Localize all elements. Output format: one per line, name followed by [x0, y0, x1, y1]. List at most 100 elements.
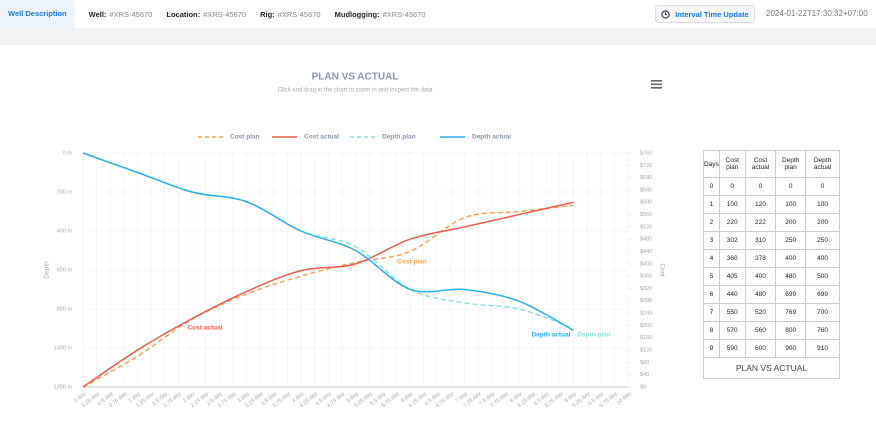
table-cell: 200 [805, 213, 840, 232]
table-cell: 699 [775, 285, 807, 304]
field-label: Mudlogging: [334, 9, 380, 19]
table-row: 1 100 120 100 100 [703, 195, 840, 214]
field: Well: #XRS-45670 [89, 10, 153, 19]
table-cell: 378 [744, 249, 777, 268]
top-bar: Well Description Well: #XRS-45670 Locatio… [0, 0, 876, 28]
y2-tick-label: $360 [640, 274, 652, 280]
chart-title: PLAN VS ACTUAL [312, 72, 399, 83]
table-cell: 100 [805, 195, 840, 214]
y2-tick-label: $320 [640, 286, 652, 292]
table-cell: 769 [775, 303, 807, 322]
field-value: #XRS-45670 [382, 9, 426, 19]
table-caption-row: PLAN VS ACTUAL [703, 357, 840, 379]
legend-label: Depth actual [472, 134, 511, 141]
field-value: #XRS-45670 [203, 9, 247, 19]
table-cell: 1 [703, 195, 720, 214]
menu-icon[interactable] [651, 80, 662, 89]
y-tick-label: 200 m [57, 189, 73, 195]
field-label: Well: [88, 9, 107, 19]
series-line [82, 201, 574, 388]
button-label: Interval Time Update [675, 9, 749, 19]
y2-tick-label: $560 [640, 212, 652, 218]
table-cell: 8 [703, 321, 720, 340]
table-cell: 405 [718, 267, 746, 286]
y2-axis-title: Cost [658, 263, 665, 277]
table-cell: 480 [744, 285, 777, 304]
table-cell: 440 [718, 285, 746, 304]
table-cell: 0 [744, 177, 777, 196]
table-cell: 600 [744, 339, 777, 358]
y2-tick-label: $640 [640, 187, 652, 193]
y2-tick-label: $400 [640, 261, 652, 267]
field: Location: #XRS-45670 [166, 10, 246, 19]
table-header-row: Days Cost plan Cost actual Depth plan Depth … [703, 150, 840, 178]
y2-tick-label: $200 [640, 323, 652, 329]
y-tick-label: 1000 m [54, 345, 73, 351]
field-value: #XRS-45670 [109, 9, 153, 19]
legend-label: Cost plan [230, 134, 260, 141]
table-row: 6 440 480 699 699 [703, 285, 840, 304]
table-cell: 400 [805, 249, 840, 268]
table-cell: 910 [805, 339, 840, 358]
y2-tick-label: $240 [640, 311, 652, 317]
data-table: Days Cost plan Cost actual Depth plan Depth … [703, 150, 840, 379]
table-cell: 4 [703, 249, 720, 268]
divider [0, 28, 876, 45]
y2-tick-label: $440 [640, 249, 652, 255]
header-cell: Depth actual [805, 150, 840, 178]
header-cell: Cost plan [718, 150, 746, 178]
table-cell: 6 [703, 285, 720, 304]
table-cell: 100 [775, 195, 807, 214]
y2-tick-label: $80 [640, 360, 649, 366]
table-cell: 310 [744, 231, 777, 250]
table-row: 4 360 378 400 400 [703, 249, 840, 268]
table-cell: 220 [718, 213, 746, 232]
y2-tick-label: $280 [640, 298, 652, 304]
header-cell: Depth plan [775, 150, 807, 178]
series-label: Cost plan [397, 259, 427, 266]
table-cell: 0 [718, 177, 746, 196]
y-tick-label: 400 m [57, 228, 73, 234]
table-row: 7 550 520 769 700 [703, 303, 840, 322]
timestamp: 2024-01-22T17:30:32+07:00 [766, 9, 868, 18]
table-cell: 302 [718, 231, 746, 250]
clock-icon [661, 9, 670, 19]
table-cell: 500 [805, 267, 840, 286]
y2-tick-label: $680 [640, 175, 652, 181]
field: Rig: #XRS-45670 [260, 10, 321, 19]
series-label: Depth plan [577, 332, 611, 339]
legend-label: Cost actual [304, 134, 339, 141]
table-cell: 400 [744, 267, 777, 286]
y2-tick-label: $520 [640, 224, 652, 230]
field-value: #XRS-45670 [277, 9, 321, 19]
y2-tick-label: $0 [640, 384, 646, 390]
table-cell: 480 [775, 267, 807, 286]
x-tick-label: 10 day [616, 391, 633, 406]
y-tick-label: 600 m [57, 267, 73, 273]
table-cell: 400 [775, 249, 807, 268]
y2-tick-label: $40 [640, 372, 649, 378]
table-cell: 699 [805, 285, 840, 304]
table-cell: 550 [718, 303, 746, 322]
table-cell: 700 [805, 303, 840, 322]
field: Mudlogging: #XRS-45670 [335, 10, 426, 19]
table-row: 5 405 400 480 500 [703, 267, 840, 286]
table-cell: 222 [744, 213, 777, 232]
y2-tick-label: $480 [640, 237, 652, 243]
table-row: 3 302 310 250 250 [703, 231, 840, 250]
table-cell: 250 [775, 231, 807, 250]
table-cell: 120 [744, 195, 777, 214]
table-cell: 0 [775, 177, 807, 196]
field-label: Location: [166, 9, 201, 19]
interval-button[interactable]: Interval Time Update [655, 5, 755, 23]
y2-tick-label: $120 [640, 348, 652, 354]
table-cell: 7 [703, 303, 720, 322]
y2-tick-label: $720 [640, 163, 652, 169]
tab[interactable]: Well Description [0, 0, 75, 28]
y-tick-label: 0 m [63, 150, 73, 156]
table-cell: 590 [718, 339, 746, 358]
y-tick-label: 1200 m [54, 384, 73, 390]
